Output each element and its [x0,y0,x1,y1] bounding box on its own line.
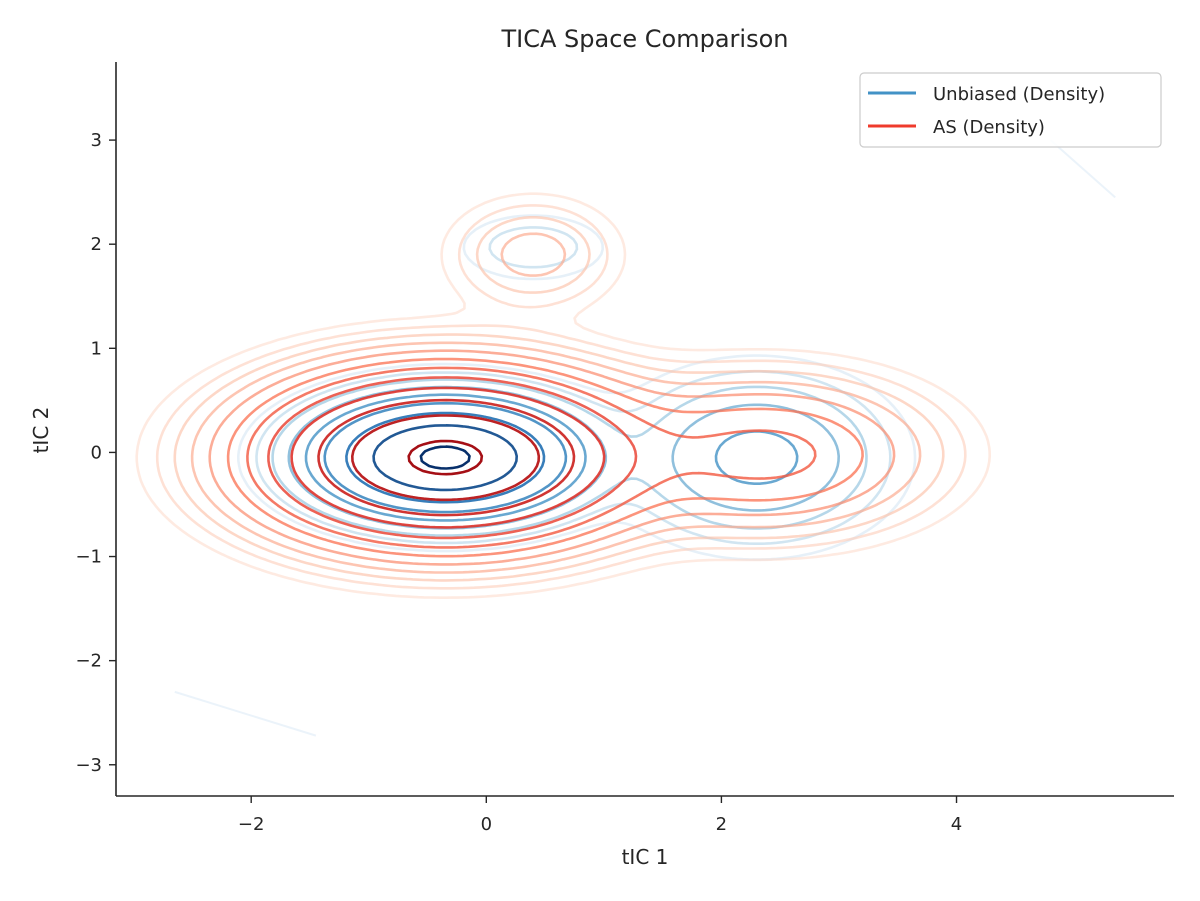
unbiased-contour-level [345,411,546,504]
series-unbiased [174,139,1116,737]
unbiased-contour-level [271,378,868,537]
as-contour-level [173,216,945,582]
as-contour-level [351,414,541,502]
as-contour-level [135,192,991,599]
y-tick-label: 0 [91,442,102,463]
as-contour-level [317,398,576,517]
unbiased-contour-level [419,445,471,470]
y-tick-label: −1 [75,547,102,568]
x-tick-label: 4 [951,814,962,835]
unbiased-contour-level [255,226,892,545]
as-contour-level [246,366,817,549]
series-as [135,192,991,599]
chart-title: TICA Space Comparison [500,25,788,53]
x-tick-label: 2 [716,814,727,835]
y-tick-label: 3 [91,130,102,151]
y-tick-label: 2 [91,234,102,255]
as-contour-level [290,386,606,529]
unbiased-contour-level [323,401,568,514]
contour-layer [135,139,1116,737]
legend-label-as: AS (Density) [933,117,1045,138]
as-contour-level [190,232,922,574]
as-contour-level [267,376,638,540]
unbiased-contour-level [304,393,799,522]
ticks-layer: −2 0 2 4 −3 −2 −1 0 1 2 3 [75,130,962,835]
legend: Unbiased (Density) AS (Density) [859,72,1162,148]
y-axis-label: tIC 2 [29,407,53,454]
faint-contour-fragment [1049,139,1116,199]
as-contour-level [208,349,896,566]
x-tick-label: 0 [481,814,492,835]
y-tick-label: 1 [91,338,102,359]
faint-contour-fragment [174,690,317,737]
as-contour-level [407,439,484,476]
as-contour-level [155,204,967,590]
as-contour-level [226,357,864,558]
y-tick-label: −3 [75,755,102,776]
legend-label-unbiased: Unbiased (Density) [933,84,1105,105]
y-tick-label: −2 [75,651,102,672]
legend-box [859,72,1162,148]
x-axis-label: tIC 1 [622,845,669,869]
unbiased-contour-level [372,424,518,492]
x-tick-label: −2 [238,814,265,835]
